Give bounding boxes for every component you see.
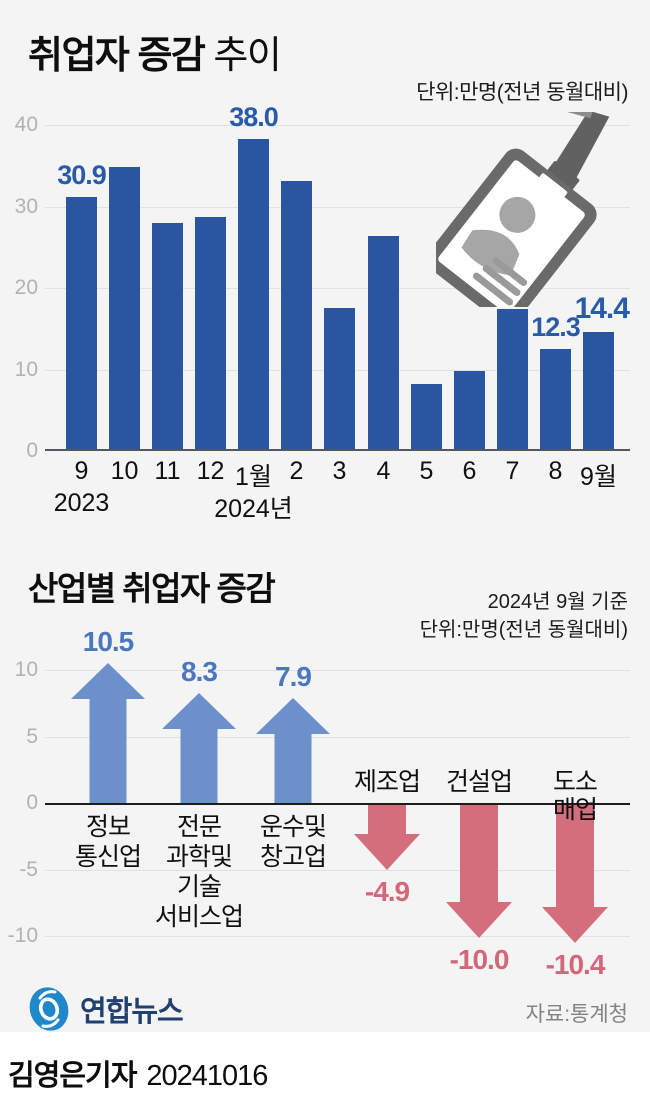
industry-name-label: 제조업	[353, 768, 421, 796]
x-tick-label: 10	[110, 457, 139, 485]
up-arrow-전문과학및기술서비스업	[162, 693, 236, 808]
up-arrow-정보통신업	[71, 663, 145, 808]
x-tick-label: 9월	[580, 463, 617, 491]
up-arrow-운수및창고업	[256, 698, 330, 808]
arrow-value-label: 7.9	[275, 661, 312, 692]
industry-chart-asof: 2024년 9월 기준	[487, 591, 628, 613]
year-label: 2024년	[214, 495, 293, 523]
x-tick-label: 9	[74, 457, 89, 485]
title-light: 추이	[213, 35, 281, 77]
trend-chart-plot: 30.9910111238.01월2345617.2712.3814.49월20…	[45, 102, 630, 523]
bar-9	[66, 197, 97, 449]
bar-11	[152, 223, 183, 449]
yonhap-logo-icon	[29, 987, 69, 1031]
x-tick-label: 7	[505, 457, 520, 485]
x-tick-label: 4	[376, 457, 391, 485]
year-label: 2023	[53, 489, 110, 517]
y-tick-label: 10	[14, 658, 38, 681]
arrow-value-label: 10.5	[82, 626, 134, 657]
y-tick-label: 20	[14, 276, 38, 299]
chart1-unit-label: 단위:만명(전년 동월대비)	[416, 81, 628, 104]
x-tick-label: 6	[462, 457, 477, 485]
industry-chart-plot: 10.5 정보 통신업 8.3 전문 과학및 기술 서비스업 7.9 운수및 창고업 제조업…	[45, 626, 630, 980]
data-source-label: 자료:통계청	[525, 1003, 628, 1026]
industry-name-label: 도소매업	[552, 768, 598, 824]
x-tick-label: 11	[154, 457, 181, 485]
bar-8	[540, 349, 571, 449]
chart1-y-axis: 40 30 20 10 0	[0, 113, 38, 462]
y-tick-label: 5	[26, 724, 38, 748]
up-arrow-shape	[162, 693, 236, 803]
y-tick-label: -5	[19, 857, 38, 881]
bar-3	[324, 308, 355, 449]
down-arrow-shape	[354, 805, 420, 870]
zero-axis-line	[45, 803, 630, 805]
bar-1월	[238, 139, 269, 449]
bar-6	[454, 371, 485, 449]
reporter-name: 김영은기자	[8, 1060, 137, 1092]
industry-name-label: 운수및 창고업	[259, 813, 327, 871]
y-tick-label: 40	[14, 113, 38, 136]
bar-5	[411, 384, 442, 449]
y-tick-label: 0	[26, 439, 38, 462]
gridline	[45, 125, 630, 126]
byline-strip: 김영은기자 20241016	[0, 1032, 650, 1104]
industry-chart-title: 산업별 취업자 증감	[28, 570, 276, 607]
industry-name-label: 건설업	[445, 768, 513, 796]
x-tick-label: 2	[289, 457, 304, 485]
x-axis-line	[45, 449, 630, 451]
x-tick-label: 3	[332, 457, 347, 485]
gridline	[45, 869, 630, 871]
bar-10	[109, 167, 140, 449]
down-arrow-shape	[542, 805, 608, 943]
down-arrow-건설업	[446, 805, 512, 943]
arrow-value-label: -4.9	[364, 876, 410, 907]
bar-9월	[583, 332, 614, 449]
x-tick-label: 12	[196, 457, 225, 485]
arrow-value-label: -10.0	[449, 944, 510, 975]
bar-value-label: 38.0	[229, 102, 279, 132]
gridline	[45, 206, 630, 208]
page-title: 취업자 증감 추이	[28, 24, 282, 79]
bar-4	[368, 236, 399, 449]
chart2-y-axis: 10 5 0 -5 -10	[0, 658, 38, 947]
byline: 김영은기자 20241016	[8, 1052, 268, 1094]
x-tick-label: 1월	[235, 463, 272, 491]
bar-2	[281, 181, 312, 449]
title-bold: 취업자 증감	[28, 35, 206, 77]
bar-7	[497, 309, 528, 449]
x-tick-label: 8	[548, 457, 563, 485]
y-tick-label: -10	[7, 924, 38, 947]
arrow-value-label: -10.4	[545, 949, 606, 980]
gridline	[45, 670, 630, 671]
gridline	[45, 736, 630, 738]
down-arrow-제조업	[354, 805, 420, 875]
bar-value-label: 30.9	[57, 160, 107, 190]
yonhap-logo-text: 연합뉴스	[80, 996, 184, 1028]
y-tick-label: 30	[14, 194, 38, 218]
up-arrow-shape	[256, 698, 330, 803]
industry-name-label: 전문 과학및 기술 서비스업	[154, 813, 244, 931]
yonhap-logo: 연합뉴스	[26, 984, 184, 1034]
y-tick-label: 10	[14, 357, 38, 381]
bar-12	[195, 217, 226, 449]
arrow-value-label: 8.3	[181, 656, 218, 687]
id-badge-icon	[426, 86, 636, 326]
gridline	[45, 288, 630, 289]
chart2-unit-label: 단위:만명(전년 동월대비)	[419, 619, 628, 641]
y-tick-label: 0	[26, 791, 38, 814]
industry-name-label: 정보 통신업	[74, 813, 142, 871]
x-tick-label: 5	[419, 457, 434, 485]
bar-value-label: 14.4	[574, 292, 630, 325]
down-arrow-도소매업	[542, 805, 608, 948]
publish-date: 20241016	[146, 1060, 268, 1092]
up-arrow-shape	[71, 663, 145, 803]
gridline	[45, 936, 630, 937]
bar-value-label: 12.3	[531, 312, 581, 342]
down-arrow-shape	[446, 805, 512, 938]
